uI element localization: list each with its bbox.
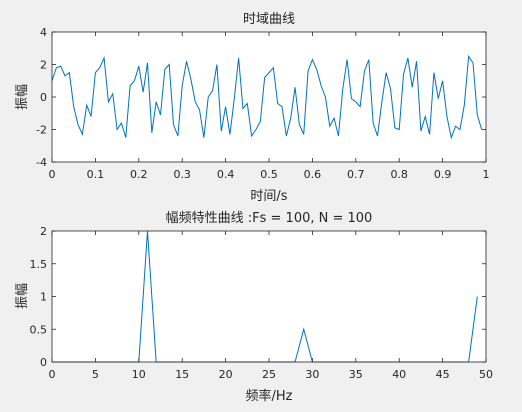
spectrum-x-tick-label: 25 — [262, 368, 276, 381]
spectrum-y-tick-label: 1 — [40, 291, 47, 304]
spectrum-x-tick-label: 45 — [436, 368, 450, 381]
time-domain-axes: 0 0.1 0.2 0.3 0.4 0.5 0.6 0.7 0.8 0.9 1 4 2 0 -2 -4 时域… — [15, 12, 490, 204]
spectrum-y-tick-label: 0.5 — [30, 323, 48, 336]
time-domain-x-ticks: 0 0.1 0.2 0.3 0.4 0.5 0.6 0.7 0.8 0.9 1 — [49, 32, 490, 181]
time-domain-x-tick-label: 0.4 — [217, 168, 235, 181]
time-domain-title: 时域曲线 — [243, 12, 295, 27]
time-domain-y-tick-label: -2 — [36, 124, 47, 137]
time-domain-series-line — [51, 54, 483, 140]
spectrum-plot-area — [52, 231, 486, 362]
spectrum-x-tick-label: 20 — [219, 368, 233, 381]
spectrum-x-ticks: 0 5 10 15 20 25 30 35 40 45 50 — [49, 231, 493, 381]
spectrum-x-tick-label: 50 — [479, 368, 493, 381]
spectrum-y-ticks: 2 1.5 1 0.5 0 — [30, 225, 486, 369]
spectrum-y-label: 振幅 — [15, 283, 30, 309]
time-domain-x-tick-label: 0.5 — [260, 168, 278, 181]
time-domain-x-tick-label: 0.7 — [347, 168, 365, 181]
time-domain-x-tick-label: 0.8 — [390, 168, 408, 181]
time-domain-y-tick-label: -4 — [36, 156, 47, 169]
spectrum-x-tick-label: 30 — [305, 368, 319, 381]
time-domain-plot-area — [52, 32, 486, 162]
time-domain-x-label: 时间/s — [250, 189, 287, 204]
time-domain-x-tick-label: 0.2 — [130, 168, 148, 181]
spectrum-x-label: 频率/Hz — [246, 388, 293, 404]
time-domain-y-tick-label: 2 — [40, 59, 47, 72]
time-domain-x-tick-label: 0.1 — [87, 168, 105, 181]
time-domain-x-tick-label: 0 — [49, 168, 56, 181]
spectrum-x-tick-label: 0 — [49, 368, 56, 381]
spectrum-y-tick-label: 2 — [40, 225, 47, 238]
spectrum-y-tick-label: 0 — [40, 356, 47, 369]
spectrum-x-tick-label: 5 — [92, 368, 99, 381]
time-domain-x-tick-label: 0.3 — [173, 168, 191, 181]
spectrum-x-tick-label: 40 — [392, 368, 406, 381]
time-domain-y-ticks: 4 2 0 -2 -4 — [36, 26, 486, 169]
spectrum-x-tick-label: 35 — [349, 368, 363, 381]
spectrum-title: 幅频特性曲线 :Fs = 100, N = 100 — [166, 211, 373, 226]
time-domain-x-tick-label: 0.6 — [304, 168, 322, 181]
time-domain-y-tick-label: 4 — [40, 26, 47, 39]
time-domain-y-label: 振幅 — [15, 84, 30, 110]
spectrum-x-tick-label: 15 — [175, 368, 189, 381]
spectrum-axes: 0 5 10 15 20 25 30 35 40 45 50 2 1.5 1 0.5 0 幅频特性曲线 :F… — [15, 211, 493, 404]
time-domain-x-tick-label: 1 — [483, 168, 490, 181]
time-domain-x-tick-label: 0.9 — [434, 168, 452, 181]
spectrum-x-tick-label: 10 — [132, 368, 146, 381]
spectrum-y-tick-label: 1.5 — [30, 258, 48, 271]
time-domain-y-tick-label: 0 — [40, 91, 47, 104]
